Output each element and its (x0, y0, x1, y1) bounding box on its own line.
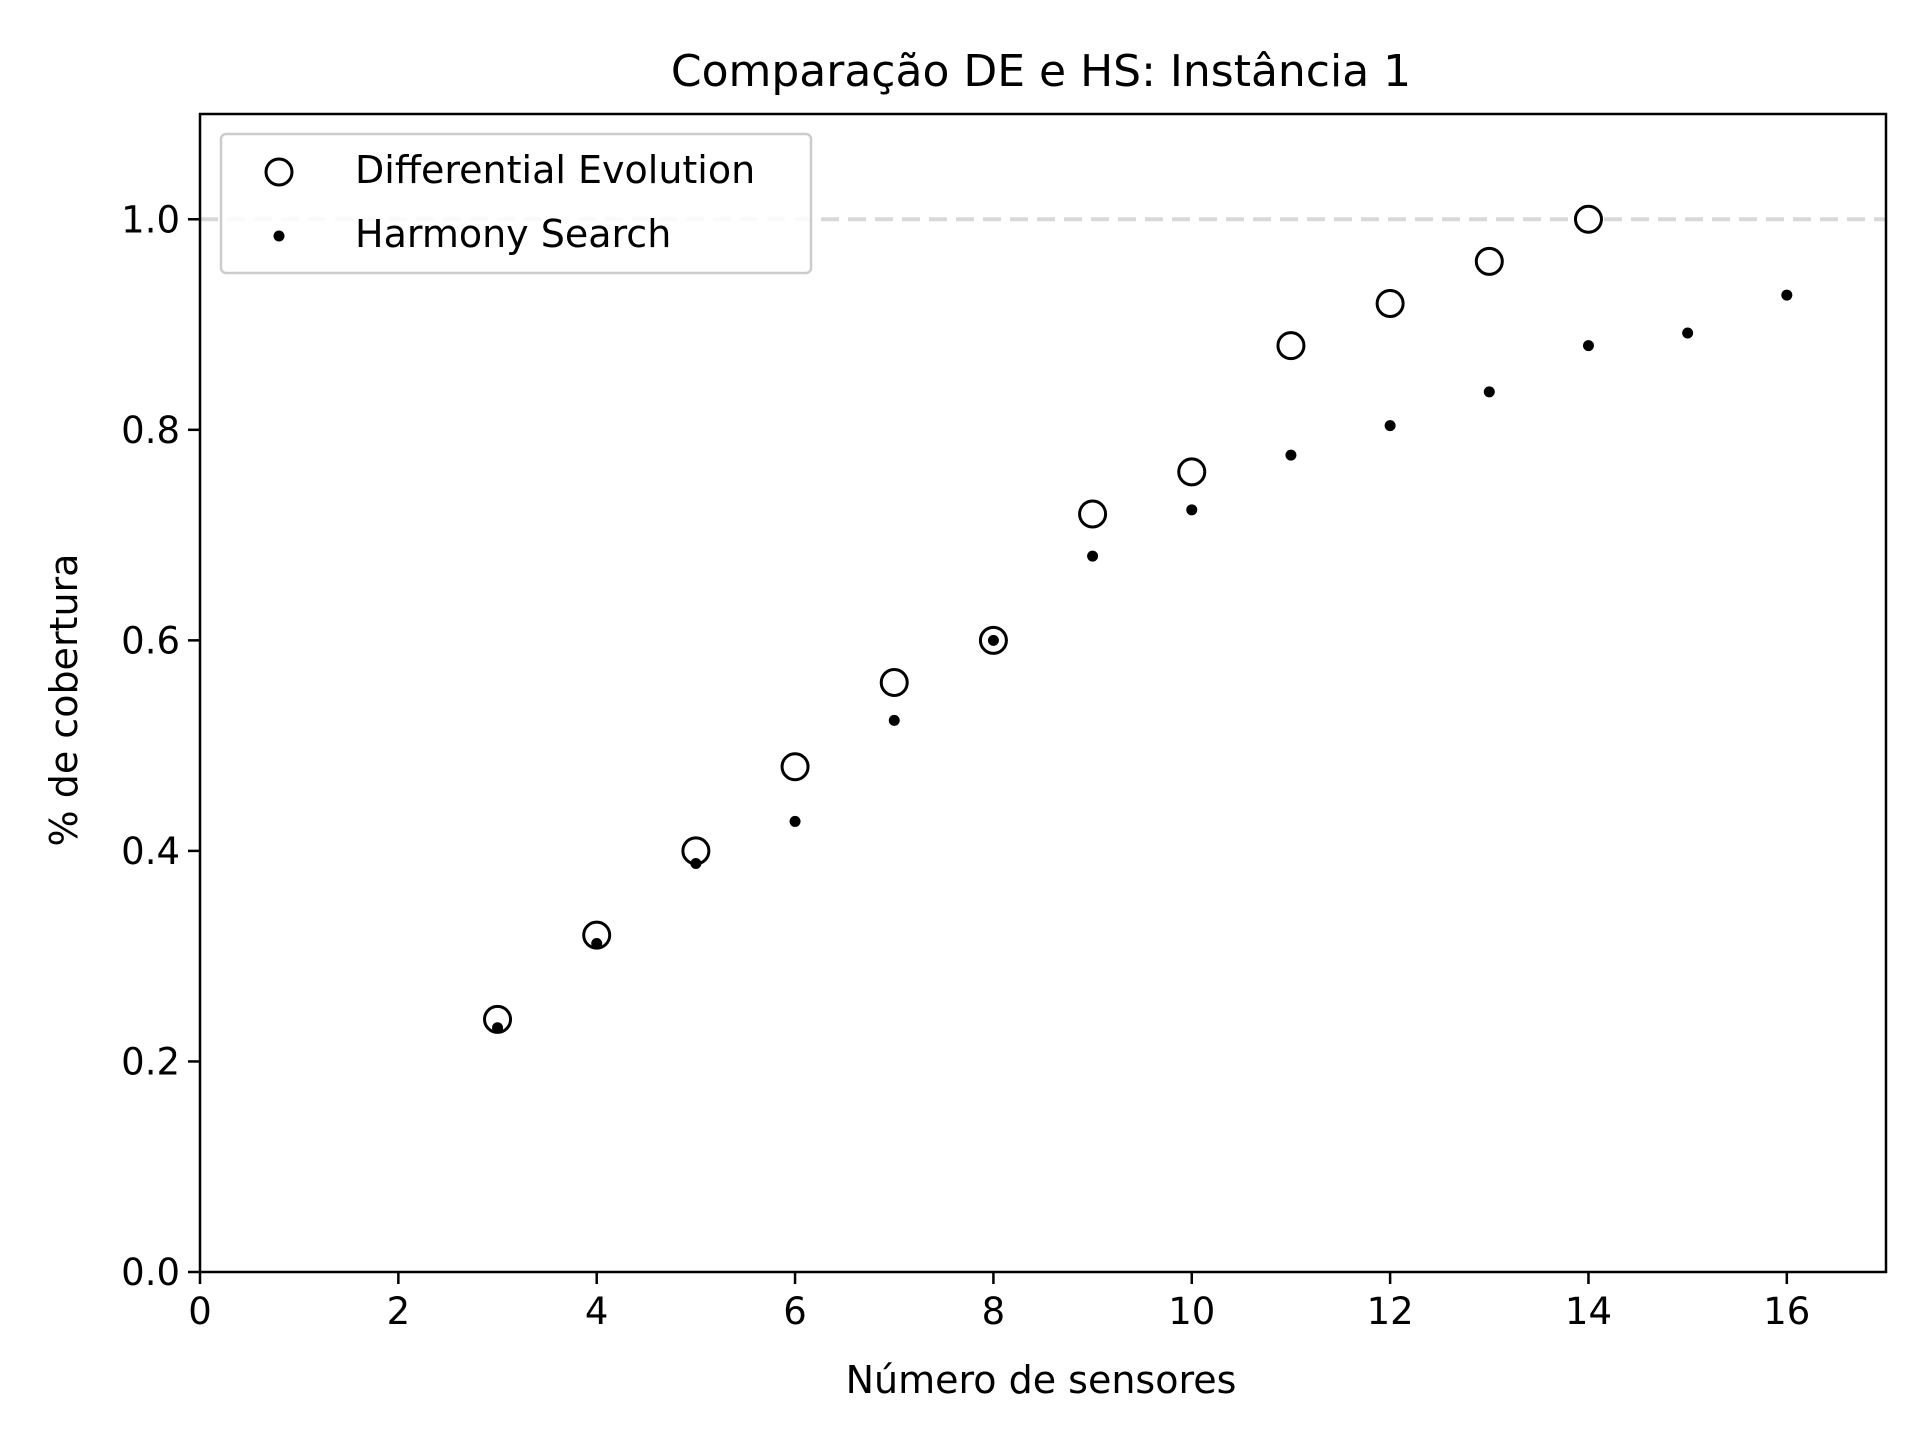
de-point (1078, 499, 1108, 529)
y-tick-label: 0.8 (121, 409, 180, 452)
de-point (1573, 204, 1603, 234)
y-tick-label: 0.2 (121, 1040, 180, 1083)
x-tick-label: 4 (585, 1290, 609, 1333)
hs-point (888, 714, 900, 726)
data-marks (483, 204, 1793, 1034)
de-point (1474, 246, 1504, 276)
x-axis-label: Número de sensores (846, 1358, 1237, 1402)
plot-frame (198, 112, 1888, 1274)
hs-point (690, 858, 702, 870)
x-tick-label: 2 (387, 1290, 411, 1333)
x-tick-label: 8 (982, 1290, 1006, 1333)
y-axis-label: % de cobertura (42, 554, 86, 847)
hs-point (1682, 327, 1694, 339)
x-tick-label: 16 (1763, 1290, 1810, 1333)
hs-point (1781, 289, 1793, 301)
de-point (1177, 457, 1207, 487)
x-axis: 0 2 4 6 8 10 12 14 16 (188, 1272, 1810, 1333)
legend-hs-label: Harmony Search (355, 212, 671, 256)
y-tick-label: 0.6 (121, 619, 180, 662)
de-point (1276, 331, 1306, 361)
plot-area (198, 112, 1888, 1274)
x-tick-label: 0 (188, 1290, 212, 1333)
chart-title: Comparação DE e HS: Instância 1 (671, 46, 1411, 97)
hs-point (987, 634, 999, 646)
legend-de-marker (264, 157, 294, 187)
legend-de-label: Differential Evolution (355, 148, 755, 192)
hs-point (789, 815, 801, 827)
hs-point (492, 1022, 504, 1034)
hs-point (1285, 449, 1297, 461)
hs-point (1483, 386, 1495, 398)
hs-point (1582, 340, 1594, 352)
legend: Differential Evolution Harmony Search (219, 132, 813, 275)
de-point (1375, 288, 1405, 318)
y-tick-label: 1.0 (121, 198, 180, 241)
de-point (879, 667, 909, 697)
legend-box (219, 132, 813, 275)
hs-point (1384, 420, 1396, 432)
legend-hs-marker (273, 230, 285, 242)
x-tick-label: 6 (783, 1290, 807, 1333)
y-tick-label: 0.4 (121, 830, 180, 873)
de-point (780, 752, 810, 782)
hs-point (1087, 550, 1099, 562)
x-tick-label: 12 (1367, 1290, 1414, 1333)
y-tick-label: 0.0 (121, 1251, 180, 1294)
hs-point (1186, 504, 1198, 516)
x-tick-label: 10 (1168, 1290, 1215, 1333)
hs-point (591, 938, 603, 950)
x-tick-label: 14 (1565, 1290, 1612, 1333)
y-axis: 0.0 0.2 0.4 0.6 0.8 1.0 (121, 198, 200, 1294)
